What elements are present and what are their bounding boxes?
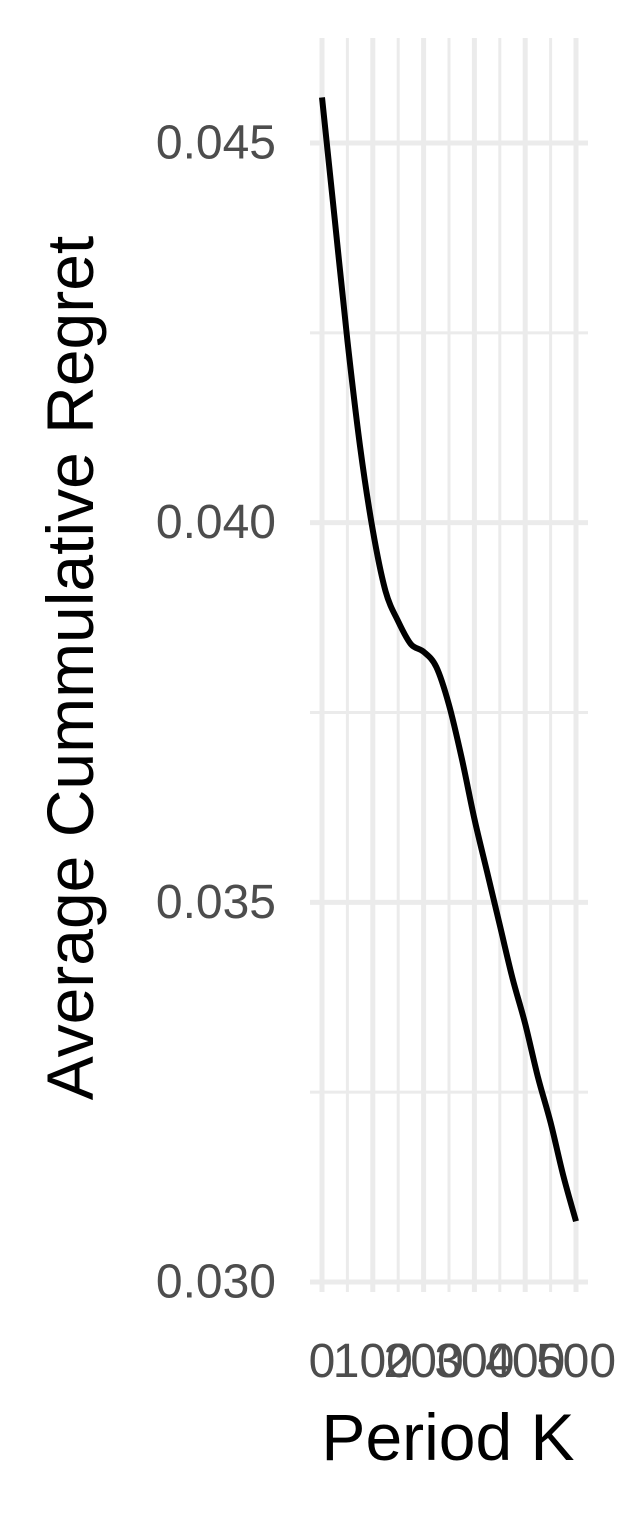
x-tick-label: 200 <box>384 1335 464 1388</box>
series-line-0 <box>319 97 579 1223</box>
x-tick-label: 400 <box>485 1335 565 1388</box>
x-tick-label: 500 <box>536 1335 616 1388</box>
x-tick-label: 0 <box>309 1335 336 1388</box>
minor-gridlines <box>310 38 588 1292</box>
y-axis-tick-labels: 0.030 0.035 0.040 0.045 <box>156 117 276 1309</box>
y-tick-label: 0.040 <box>156 496 276 549</box>
y-tick-label: 0.030 <box>156 1256 276 1309</box>
y-tick-label: 0.045 <box>156 117 276 170</box>
x-axis-title: Period K <box>321 1400 574 1474</box>
x-tick-label: 300 <box>434 1335 514 1388</box>
y-axis-title: Average Cummulative Regret <box>33 236 107 1101</box>
series-layer <box>319 97 579 1223</box>
y-tick-label: 0.035 <box>156 876 276 929</box>
major-gridlines <box>310 38 588 1292</box>
x-tick-label: 100 <box>333 1335 413 1388</box>
